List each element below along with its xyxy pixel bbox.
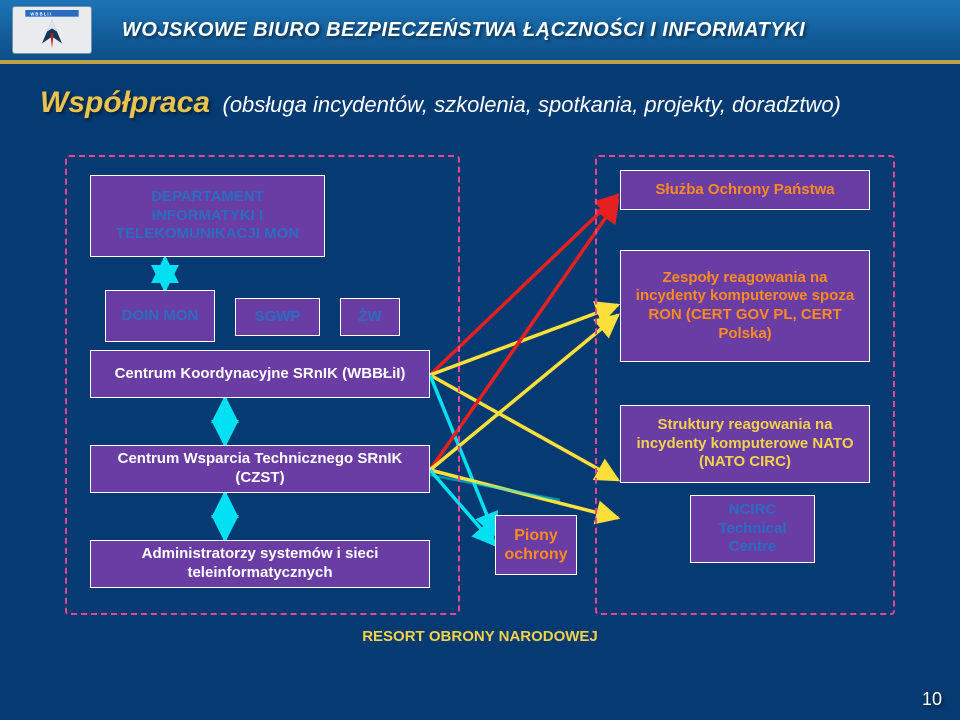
- box-cert: Zespoły reagowania na incydenty komputer…: [620, 250, 870, 362]
- box-sop: Służba Ochrony Państwa: [620, 170, 870, 210]
- box-zw-label: ŻW: [358, 308, 381, 327]
- box-nato: Struktury reagowania na incydenty komput…: [620, 405, 870, 483]
- box-ck-label: Centrum Koordynacyjne SRnIK (WBBŁiI): [115, 365, 406, 384]
- box-departament-label: DEPARTAMENT INFORMATYKI I TELEKOMUNIKACJ…: [99, 188, 316, 244]
- slide-title: Współpraca (obsługa incydentów, szkoleni…: [0, 64, 960, 122]
- box-sgwp: SGWP: [235, 298, 320, 336]
- title-rest: (obsługa incydentów, szkolenia, spotkani…: [223, 92, 841, 117]
- box-admin-label: Administratorzy systemów i sieci teleinf…: [99, 545, 421, 583]
- box-cert-label: Zespoły reagowania na incydenty komputer…: [635, 269, 855, 344]
- box-piony-label: Piony ochrony: [496, 526, 576, 564]
- box-cwt: Centrum Wsparcia Technicznego SRnIK (CZS…: [90, 445, 430, 493]
- title-accent: Współpraca: [40, 86, 210, 119]
- agency-emblem: W B B Ł i I: [12, 6, 92, 54]
- box-ncirc-label: NCIRC Technical Centre: [699, 501, 806, 557]
- ron-footer: RESORT OBRONY NARODOWEJ: [0, 628, 960, 645]
- svg-text:W B B Ł i I: W B B Ł i I: [30, 11, 51, 16]
- box-ncirc: NCIRC Technical Centre: [690, 495, 815, 563]
- box-doin: DOIN MON: [105, 290, 215, 342]
- box-admin: Administratorzy systemów i sieci teleinf…: [90, 540, 430, 588]
- box-piony: Piony ochrony: [495, 515, 577, 575]
- box-ck: Centrum Koordynacyjne SRnIK (WBBŁiI): [90, 350, 430, 398]
- box-nato-label: Struktury reagowania na incydenty komput…: [629, 416, 861, 472]
- box-sop-label: Służba Ochrony Państwa: [655, 181, 834, 200]
- box-zw: ŻW: [340, 298, 400, 336]
- header-title: WOJSKOWE BIURO BEZPIECZEŃSTWA ŁĄCZNOŚCI …: [122, 19, 805, 42]
- box-sgwp-label: SGWP: [255, 308, 301, 327]
- box-doin-label: DOIN MON: [122, 307, 199, 326]
- box-cwt-label: Centrum Wsparcia Technicznego SRnIK (CZS…: [99, 450, 421, 488]
- box-departament: DEPARTAMENT INFORMATYKI I TELEKOMUNIKACJ…: [90, 175, 325, 257]
- slide-number: 10: [922, 689, 942, 710]
